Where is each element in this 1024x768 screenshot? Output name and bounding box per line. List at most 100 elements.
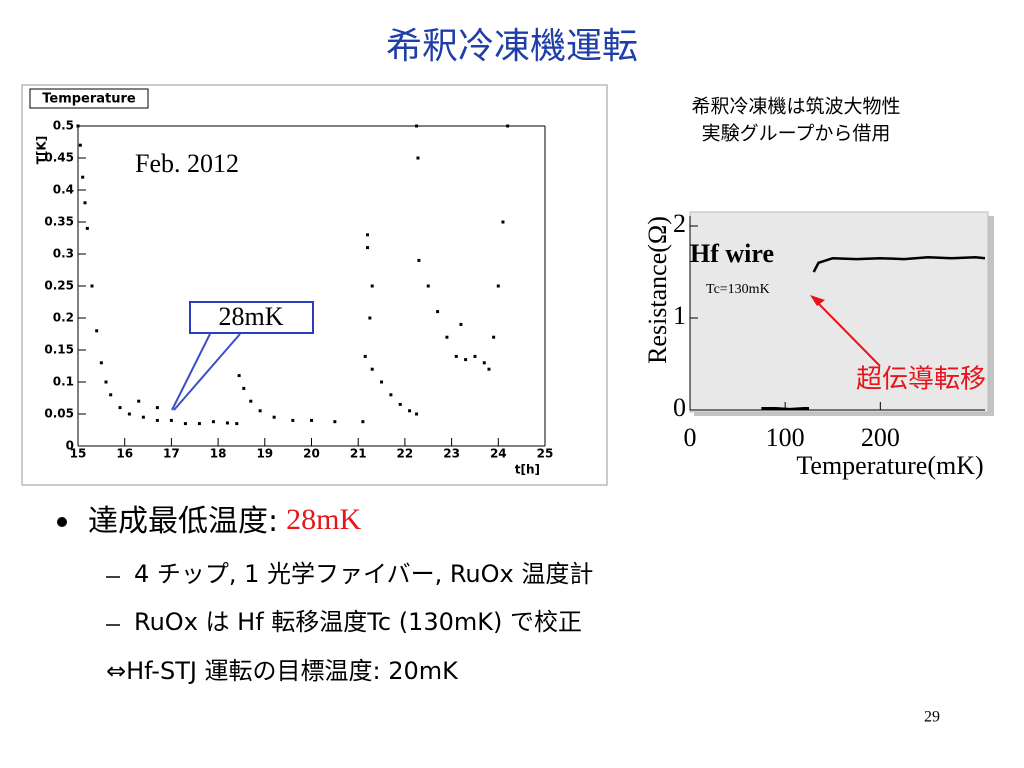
point xyxy=(408,409,412,413)
arrow-head xyxy=(810,295,825,306)
chart-frame xyxy=(689,211,989,413)
point xyxy=(366,233,370,237)
y-tick-label: 0 xyxy=(66,439,74,453)
point xyxy=(141,415,145,419)
note: 実験グループから借用 xyxy=(702,123,891,145)
point xyxy=(459,322,463,326)
callout-line xyxy=(173,333,241,411)
x-tick-label: 16 xyxy=(116,447,133,461)
note: 希釈冷凍機は筑波大物性 xyxy=(691,96,900,118)
chart-title: Temperature xyxy=(42,92,136,107)
point xyxy=(95,329,99,333)
callout-line xyxy=(171,333,211,411)
y-tick-label: 0.4 xyxy=(53,183,74,197)
point xyxy=(81,175,85,179)
y-tick-label: 0.15 xyxy=(44,343,74,357)
point xyxy=(235,422,239,426)
point xyxy=(501,220,505,224)
point xyxy=(454,354,458,358)
point xyxy=(482,361,486,365)
y-tick-label: 0.5 xyxy=(53,119,74,133)
bullet: 達成最低温度: 28mK xyxy=(88,503,361,539)
y-axis-label: Resistance(Ω) xyxy=(643,216,672,364)
point xyxy=(496,284,500,288)
x-tick-label: 200 xyxy=(861,423,900,452)
x-axis-label: t[h] xyxy=(515,463,540,477)
point xyxy=(237,374,241,378)
point xyxy=(417,258,421,262)
point xyxy=(104,380,108,384)
point xyxy=(109,393,113,397)
annotation-box xyxy=(189,301,314,334)
x-tick-label: 25 xyxy=(537,447,554,461)
y-axis-label: T[K] xyxy=(35,136,49,164)
bullet-text: 達成最低温度: xyxy=(88,504,278,539)
x-tick-label: 17 xyxy=(163,447,180,461)
point xyxy=(492,335,496,339)
point xyxy=(445,335,449,339)
point xyxy=(83,201,87,205)
extra-line: ⇔Hf-STJ 運転の目標温度: 20mK xyxy=(106,657,459,685)
point xyxy=(506,124,510,128)
page-number: 29 xyxy=(924,709,940,726)
point xyxy=(291,418,295,422)
point xyxy=(366,246,370,250)
annotation: Feb. 2012 xyxy=(135,149,239,178)
chart-frame xyxy=(21,84,608,486)
y-tick-label: 0.3 xyxy=(53,247,74,261)
point xyxy=(272,415,276,419)
y-tick-label: 0.45 xyxy=(44,151,74,165)
point xyxy=(415,412,419,416)
point xyxy=(211,420,215,424)
point xyxy=(90,284,94,288)
x-tick-label: 22 xyxy=(397,447,414,461)
point xyxy=(310,418,313,422)
point xyxy=(436,310,440,314)
bullet-highlight: 28mK xyxy=(286,503,361,536)
x-tick-label: 24 xyxy=(490,447,507,461)
point xyxy=(78,143,82,147)
point xyxy=(197,422,201,426)
x-tick-label: 20 xyxy=(303,447,320,461)
annotation: Hf wire xyxy=(690,239,774,268)
y-tick-label: 0.35 xyxy=(44,215,74,229)
point xyxy=(368,316,372,320)
x-tick-label: 0 xyxy=(684,423,697,452)
x-tick-label: 100 xyxy=(766,423,805,452)
point xyxy=(225,421,229,425)
x-tick-label: 18 xyxy=(210,447,227,461)
y-tick-label: 0.1 xyxy=(53,375,74,389)
point xyxy=(242,386,246,390)
point xyxy=(183,422,187,426)
annotation: Tc=130mK xyxy=(706,282,770,297)
point xyxy=(333,420,337,424)
point xyxy=(249,399,253,403)
point xyxy=(389,393,393,397)
point xyxy=(99,361,103,365)
point xyxy=(137,399,141,403)
point xyxy=(426,284,430,288)
point xyxy=(363,354,367,358)
point xyxy=(370,284,374,288)
point xyxy=(155,406,159,410)
y-tick-label: 0 xyxy=(673,393,686,422)
y-tick-label: 2 xyxy=(673,209,686,238)
point xyxy=(118,406,122,410)
sub-bullet: RuOx は Hf 転移温度Tc (130mK) で校正 xyxy=(134,608,582,636)
point xyxy=(169,418,173,422)
x-tick-label: 15 xyxy=(70,447,87,461)
y-tick-label: 1 xyxy=(673,301,686,330)
x-tick-label: 21 xyxy=(350,447,367,461)
point xyxy=(415,124,419,128)
point xyxy=(464,358,468,362)
slide-title: 希釈冷凍機運転 xyxy=(386,26,638,67)
point xyxy=(85,226,89,230)
point xyxy=(127,412,131,416)
sub-bullet: 4 チップ, 1 光学ファイバー, RuOx 温度計 xyxy=(134,560,593,588)
annotation: 超伝導転移 xyxy=(856,365,986,395)
bullet-marker xyxy=(57,517,67,527)
point xyxy=(361,420,365,424)
point xyxy=(473,354,477,358)
arrow xyxy=(814,299,881,367)
